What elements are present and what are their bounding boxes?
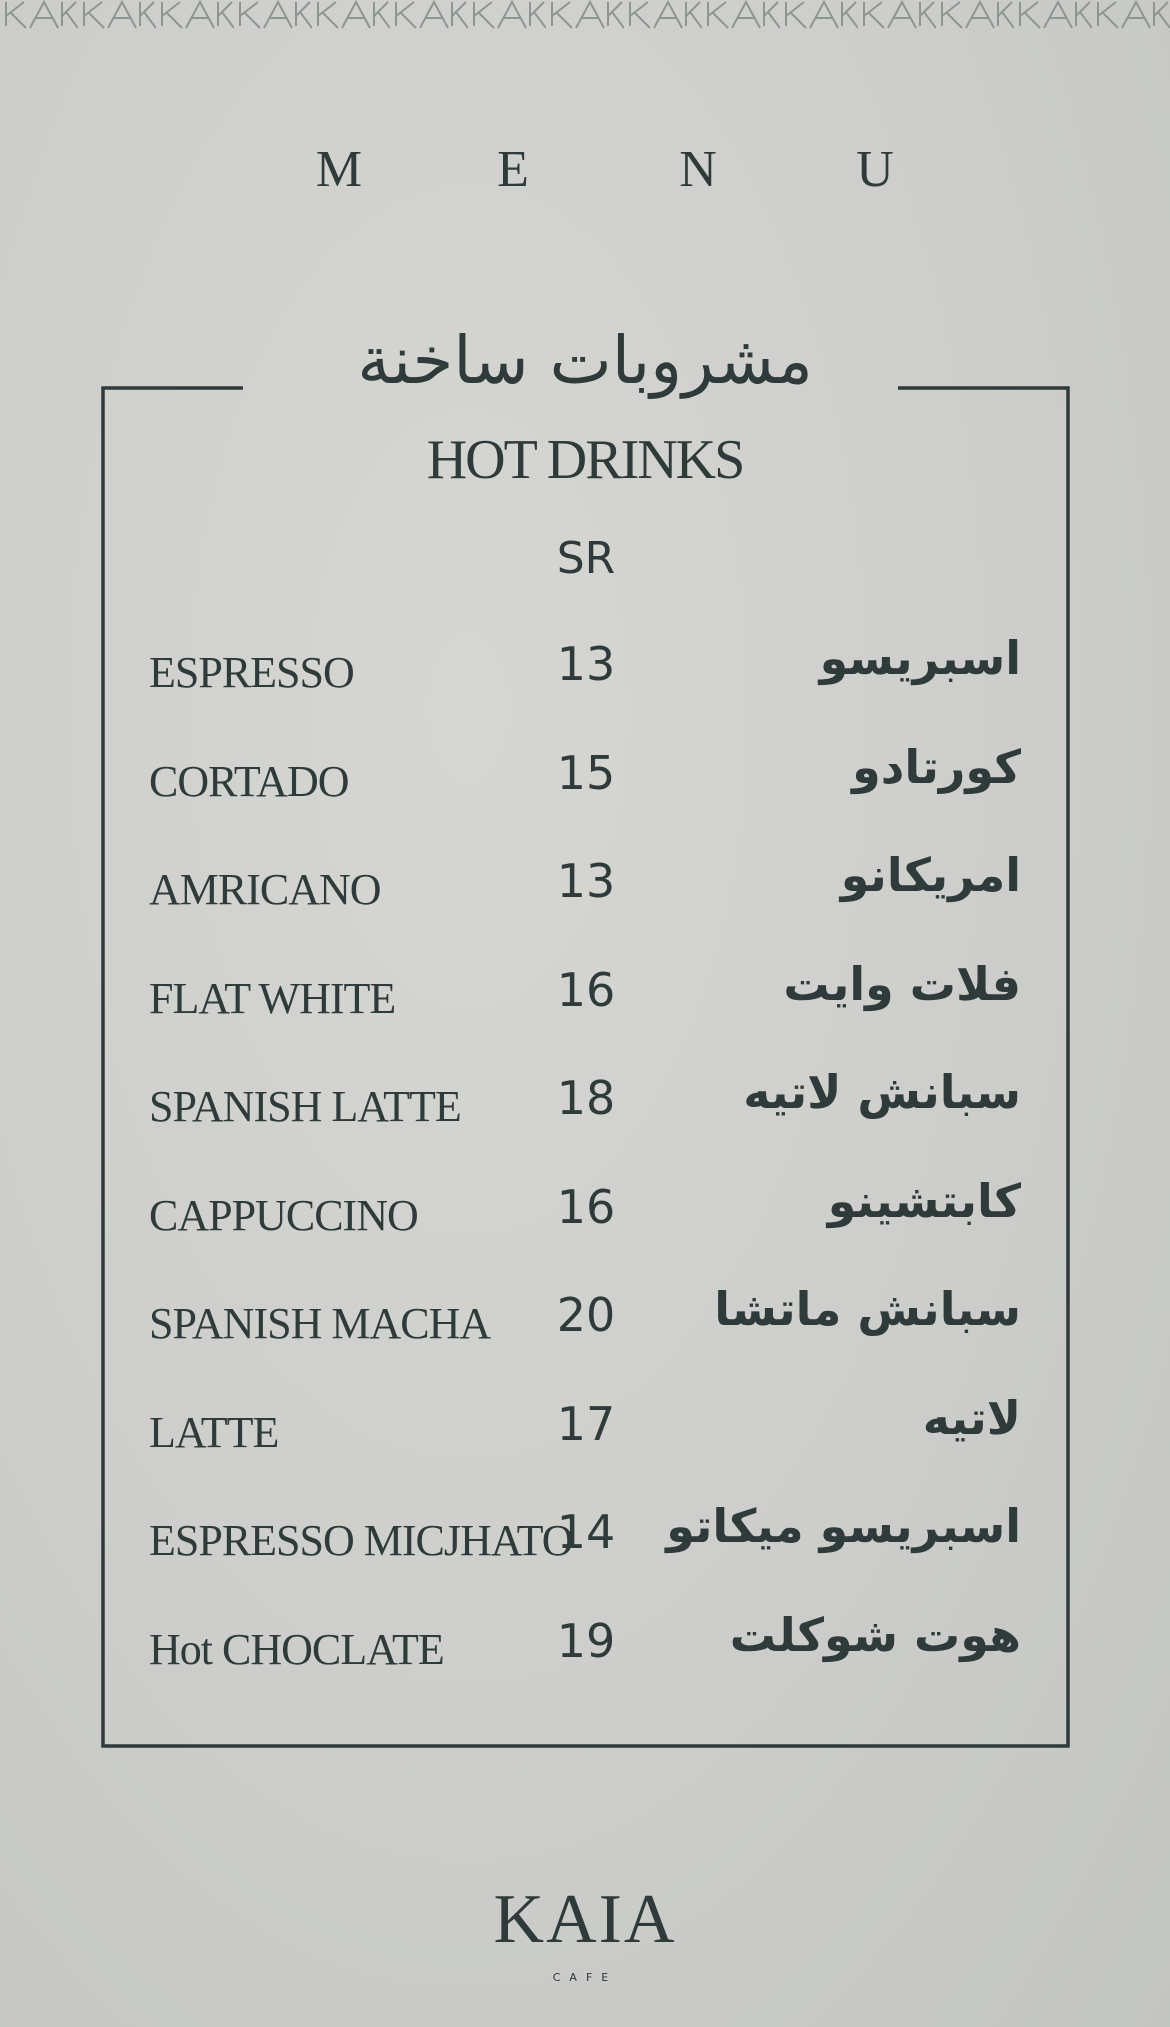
item-price: 13 (556, 854, 616, 908)
section-title-ar: مشروبات ساخنة (357, 322, 813, 399)
item-name-en: CAPPUCCINO (149, 1190, 419, 1240)
item-name-ar: امريكانو (840, 848, 1021, 902)
item-name-en: SPANISH MACHA (149, 1299, 491, 1348)
item-name-en: AMRICANO (149, 865, 382, 914)
menu-frame (101, 386, 1070, 1748)
item-name-ar: فلات وايت (783, 956, 1021, 1011)
item-price: 19 (556, 1613, 616, 1668)
item-name-en: LATTE (149, 1407, 279, 1457)
menu-letter: U (856, 141, 894, 198)
item-name-ar: سبانش ماتشا (714, 1282, 1021, 1336)
item-price: 15 (556, 745, 616, 800)
item-name-en: CORTADO (149, 756, 350, 806)
item-name-ar: كابتشينو (827, 1173, 1021, 1228)
item-name-en: SPANISH LATTE (149, 1082, 462, 1131)
item-price: 18 (556, 1071, 616, 1125)
brand-logo: KAIA (493, 1881, 677, 1958)
item-price: 14 (556, 1505, 616, 1559)
item-name-ar: هوت شوكلت (729, 1607, 1021, 1662)
item-price: 16 (556, 962, 616, 1017)
brand-subtitle: CAFE (552, 1971, 618, 1984)
menu-letter: N (679, 141, 717, 198)
currency: SR (556, 533, 616, 584)
item-name-ar: لاتيه (922, 1390, 1021, 1445)
menu-letter: E (497, 141, 529, 198)
item-name-ar: كورتادو (852, 739, 1021, 794)
item-name-ar: اسبريسو (819, 631, 1021, 685)
menu-letter: M (315, 141, 363, 198)
item-price: 20 (556, 1288, 616, 1342)
top-pattern (0, 0, 1170, 30)
item-price: 17 (556, 1396, 616, 1451)
item-name-en: Hot CHOCLATE (149, 1624, 445, 1674)
item-price: 16 (556, 1179, 616, 1234)
item-name-en: FLAT WHITE (149, 973, 396, 1023)
item-name-ar: اسبريسو ميكاتو (666, 1499, 1021, 1553)
item-name-en: ESPRESSO MICJHATO (149, 1516, 574, 1565)
item-name-en: ESPRESSO (149, 648, 355, 697)
section-title-en: HOT DRINKS (426, 429, 746, 491)
item-name-ar: سبانش لاتيه (743, 1065, 1021, 1119)
item-price: 13 (556, 637, 616, 691)
